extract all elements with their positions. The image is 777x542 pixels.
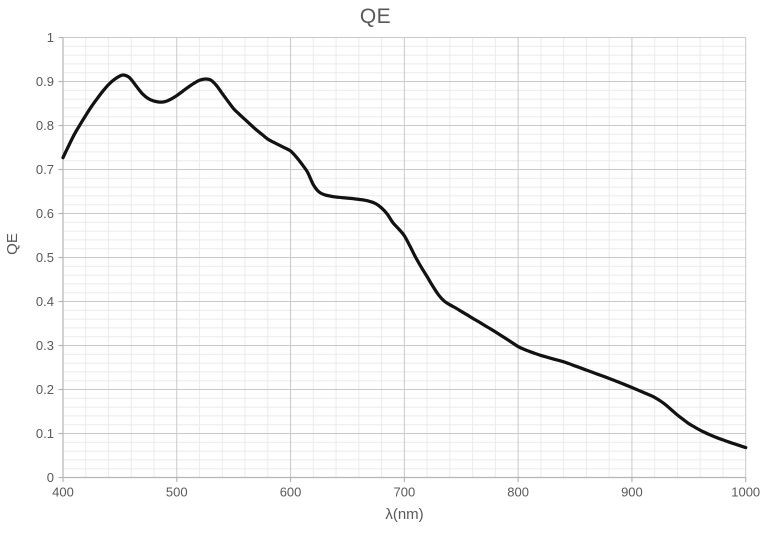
x-tick-label: 400 <box>52 485 74 500</box>
y-tick-label: 0.2 <box>36 382 54 397</box>
y-tick-label: 0.9 <box>36 74 54 89</box>
qe-series-line <box>61 73 748 450</box>
x-tick-label: 800 <box>507 485 529 500</box>
y-tick-label: 0.5 <box>36 250 54 265</box>
y-tick-label: 0.3 <box>36 338 54 353</box>
chart-title: QE <box>359 5 392 28</box>
y-tick-label: 0.4 <box>36 294 54 309</box>
y-tick-label: 0.7 <box>36 162 54 177</box>
major-gridlines <box>63 37 747 478</box>
y-tick-label: 0.8 <box>36 118 54 133</box>
tick-labels: 400 500 600 700 800 900 1000 0 0.1 0.2 0.3 0.4 0.5 0.… <box>36 30 760 500</box>
x-axis-title: λ(nm) <box>385 506 424 523</box>
y-tick-label: 0.1 <box>36 426 54 441</box>
x-tick-label: 600 <box>280 485 302 500</box>
y-axis-title: QE <box>4 233 21 255</box>
y-tick-label: 0 <box>47 470 54 485</box>
x-tick-label: 1000 <box>731 485 760 500</box>
qe-curve <box>61 73 748 450</box>
y-tick-label: 1 <box>47 30 54 45</box>
x-tick-label: 500 <box>166 485 188 500</box>
tick-marks <box>58 36 747 482</box>
x-tick-label: 900 <box>621 485 643 500</box>
y-tick-label: 0.6 <box>36 206 54 221</box>
x-tick-label: 700 <box>393 485 415 500</box>
